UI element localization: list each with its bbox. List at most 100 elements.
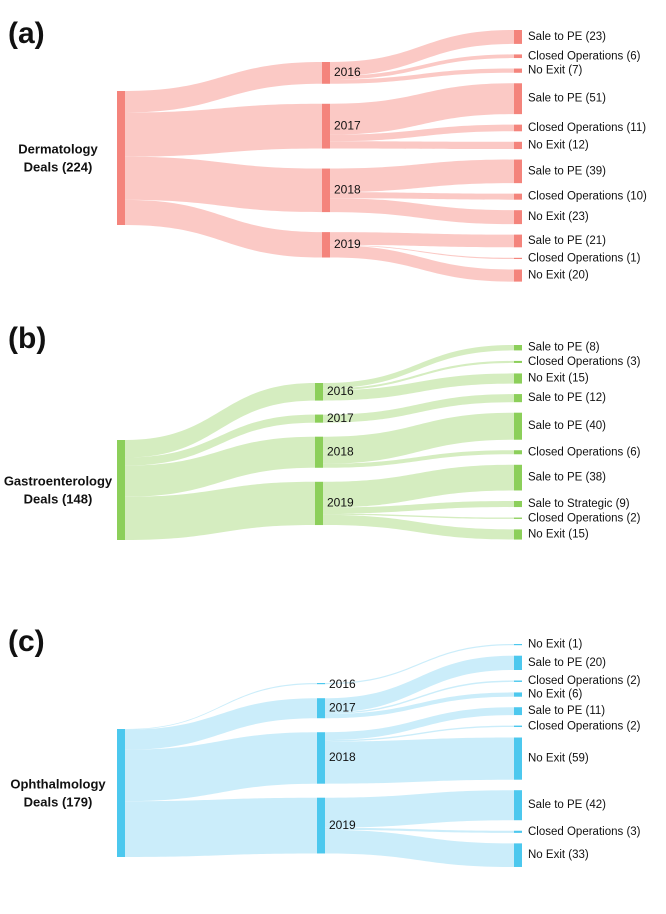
link-source-to-2018 bbox=[125, 732, 317, 802]
links bbox=[125, 345, 514, 540]
outcome-node bbox=[514, 54, 522, 59]
panel-label: (a) bbox=[8, 17, 45, 50]
sankey-panel-b: (b) Gastroenterology Deals (148) 2016 Sale t… bbox=[4, 322, 641, 541]
outcome-label: Sale to PE (21) bbox=[528, 235, 606, 247]
outcome-node bbox=[514, 124, 522, 132]
outcome-label: No Exit (15) bbox=[528, 373, 589, 385]
outcome-label: Closed Operations (6) bbox=[528, 446, 641, 458]
link-2016-to-sale-to-pe-23 bbox=[330, 30, 514, 76]
outcome-label: Sale to PE (38) bbox=[528, 472, 606, 484]
outcome-label: Closed Operations (3) bbox=[528, 826, 641, 838]
year-label-2017: 2017 bbox=[327, 411, 354, 425]
year-label-2018: 2018 bbox=[327, 444, 354, 458]
outcome-node bbox=[514, 193, 522, 200]
year-node-2017 bbox=[317, 698, 325, 719]
links bbox=[125, 644, 514, 867]
link-2018-to-sale-to-pe-11 bbox=[325, 707, 514, 741]
outcome-node bbox=[514, 141, 522, 150]
outcome-node bbox=[514, 83, 522, 115]
link-2016-to-closed-operations-3 bbox=[323, 360, 514, 391]
outcome-node bbox=[514, 450, 522, 455]
year-node-2017 bbox=[322, 103, 330, 149]
outcome-node bbox=[514, 394, 522, 403]
outcome-node bbox=[514, 517, 522, 519]
link-2016-to-no-exit-15 bbox=[323, 373, 514, 401]
outcome-node bbox=[514, 159, 522, 184]
link-2017-to-closed-operations-2 bbox=[325, 680, 514, 714]
outcome-node bbox=[514, 30, 522, 44]
outcome-label: Closed Operations (2) bbox=[528, 512, 641, 524]
link-2019-to-sale-to-pe-42 bbox=[325, 790, 514, 828]
outcome-label: Sale to PE (23) bbox=[528, 31, 606, 43]
link-2017-to-no-exit-12 bbox=[330, 141, 514, 150]
year-node-2016 bbox=[322, 62, 330, 84]
link-source-to-2017 bbox=[125, 698, 317, 750]
outcome-node bbox=[514, 707, 522, 716]
year-node-2019 bbox=[322, 232, 330, 258]
year-node-2016 bbox=[317, 683, 325, 685]
outcome-node bbox=[514, 210, 522, 225]
outcome-label: No Exit (12) bbox=[528, 139, 589, 151]
link-2019-to-sale-to-strategic-9 bbox=[323, 500, 514, 514]
link-2018-to-closed-operations-2 bbox=[325, 725, 514, 742]
link-2019-to-no-exit-20 bbox=[330, 245, 514, 282]
link-2018-to-no-exit-59 bbox=[325, 737, 514, 784]
link-source-to-2019 bbox=[125, 199, 322, 258]
year-label-2017: 2017 bbox=[334, 118, 361, 132]
link-2019-to-no-exit-33 bbox=[325, 829, 514, 867]
labels: (c) Ophthalmology Deals (179) 2016 No Exit (… bbox=[8, 625, 641, 861]
outcome-node bbox=[514, 725, 522, 728]
outcome-label: Closed Operations (11) bbox=[528, 122, 646, 134]
outcome-node bbox=[514, 692, 522, 697]
nodes bbox=[117, 644, 522, 867]
outcome-label: Closed Operations (2) bbox=[528, 675, 641, 687]
year-label-2016: 2016 bbox=[327, 384, 354, 398]
outcome-label: No Exit (1) bbox=[528, 639, 582, 651]
sankey-panel-a: (a) Dermatology Deals (224) 2016 Sale to PE … bbox=[8, 17, 647, 282]
outcome-node bbox=[514, 373, 522, 384]
link-2017-to-closed-operations-11 bbox=[330, 124, 514, 142]
link-2018-to-sale-to-pe-40 bbox=[323, 412, 514, 464]
outcome-node bbox=[514, 345, 522, 351]
outcome-label: No Exit (20) bbox=[528, 270, 589, 282]
year-label-2016: 2016 bbox=[329, 677, 356, 691]
outcome-node bbox=[514, 843, 522, 867]
outcome-node bbox=[514, 790, 522, 821]
link-2017-to-sale-to-pe-51 bbox=[330, 83, 514, 135]
link-source-to-2018 bbox=[125, 156, 322, 213]
link-2017-to-sale-to-pe-20 bbox=[325, 655, 514, 713]
link-2019-to-sale-to-pe-38 bbox=[323, 464, 514, 508]
panel-label: (c) bbox=[8, 625, 45, 658]
outcome-node bbox=[514, 644, 522, 646]
outcome-node bbox=[514, 234, 522, 248]
outcome-label: Closed Operations (6) bbox=[528, 50, 641, 62]
sankey-panel-c: (c) Ophthalmology Deals (179) 2016 No Exit (… bbox=[8, 625, 641, 867]
link-source-to-2019 bbox=[125, 481, 315, 540]
outcome-label: Closed Operations (3) bbox=[528, 356, 641, 368]
link-2016-to-closed-operations-6 bbox=[330, 54, 514, 80]
outcome-node bbox=[514, 412, 522, 440]
link-source-to-2018 bbox=[125, 436, 315, 497]
outcome-node bbox=[514, 360, 522, 363]
source-node bbox=[117, 729, 125, 857]
outcome-label: Closed Operations (10) bbox=[528, 191, 647, 203]
link-2018-to-closed-operations-6 bbox=[323, 450, 514, 468]
outcome-node bbox=[514, 737, 522, 780]
outcome-label: Sale to Strategic (9) bbox=[528, 498, 630, 510]
link-2016-to-no-exit-1 bbox=[325, 644, 514, 685]
outcome-node bbox=[514, 464, 522, 491]
source-label: Gastroenterology bbox=[4, 473, 113, 488]
outcome-node bbox=[514, 269, 522, 282]
outcome-node bbox=[514, 500, 522, 508]
outcome-label: Sale to PE (40) bbox=[528, 420, 606, 432]
year-label-2019: 2019 bbox=[334, 237, 361, 251]
source-node bbox=[117, 440, 125, 540]
link-2018-to-closed-operations-10 bbox=[330, 192, 514, 200]
link-2019-to-closed-operations-3 bbox=[325, 827, 514, 833]
year-node-2016 bbox=[315, 383, 323, 401]
source-count-label: Deals (148) bbox=[24, 491, 93, 506]
link-2017-to-sale-to-pe-12 bbox=[323, 394, 514, 423]
link-2019-to-sale-to-pe-21 bbox=[330, 232, 514, 248]
